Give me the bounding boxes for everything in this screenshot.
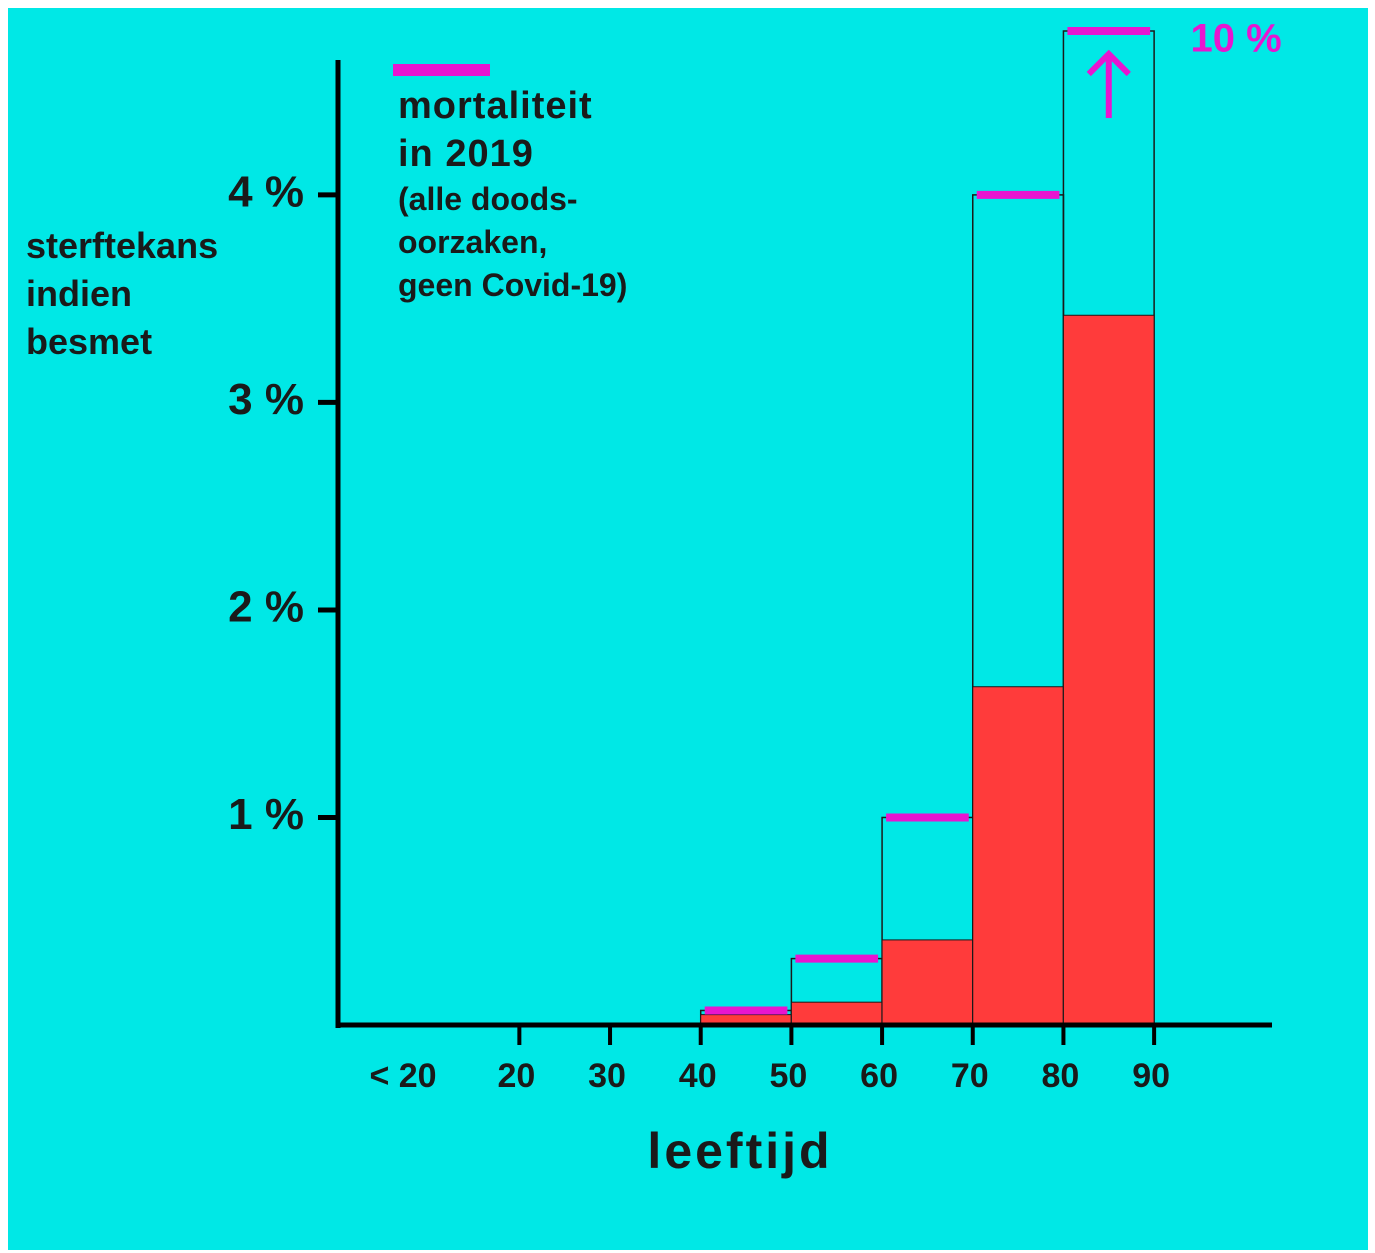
off-scale-arrow	[1086, 49, 1131, 118]
y-tick-label: 2 %	[228, 583, 304, 632]
x-tick-label: 30	[588, 1057, 626, 1095]
bar	[790, 1001, 883, 1026]
note: (alle doods- oorzaken, geen Covid-19)	[398, 181, 628, 303]
x-tick-label: 80	[1042, 1057, 1080, 1095]
legend-label: mortaliteit in 2019	[398, 85, 593, 175]
x-tick-label: 90	[1132, 1057, 1170, 1095]
x-tick-label: < 20	[369, 1057, 436, 1095]
value-label: 10 %	[1191, 17, 1282, 61]
bar	[972, 686, 1064, 1026]
x-axis-label: leeftijd	[647, 1123, 833, 1179]
x-tick-label: 40	[679, 1057, 717, 1095]
bar	[1062, 314, 1155, 1026]
x-tick-label: 20	[497, 1057, 535, 1095]
y-axis-label: sterftekans indien besmet	[26, 225, 219, 362]
y-tick-label: 3 %	[228, 375, 304, 424]
x-tick-label: 50	[769, 1057, 807, 1095]
x-tick-label: 60	[860, 1057, 898, 1095]
y-tick-label: 1 %	[228, 790, 304, 839]
bar	[881, 939, 974, 1026]
y-tick-label: 4 %	[228, 168, 304, 217]
x-tick-label: 70	[951, 1057, 989, 1095]
